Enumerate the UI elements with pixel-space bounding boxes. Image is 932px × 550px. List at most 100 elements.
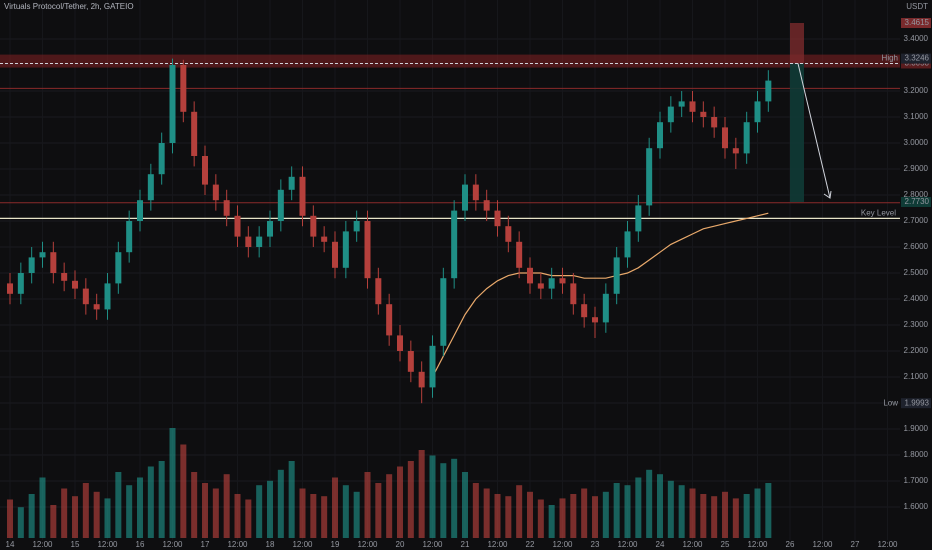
x-tick-label: 12:00 xyxy=(487,540,508,549)
candle-body xyxy=(158,143,165,175)
volume-bar xyxy=(732,498,739,538)
x-tick-label: 12:00 xyxy=(747,540,768,549)
candle-body xyxy=(202,156,208,185)
candle-body xyxy=(527,267,533,284)
resistance-zone xyxy=(0,54,900,68)
target-tag-label: 2.7730 xyxy=(905,197,930,206)
volume-bar xyxy=(245,499,252,538)
volume-bar xyxy=(483,488,490,538)
x-tick-label: 12:00 xyxy=(422,540,443,549)
candle-body xyxy=(646,148,653,206)
candle-body xyxy=(39,252,46,258)
x-tick-label: 12:00 xyxy=(357,540,378,549)
volume-bar xyxy=(223,474,230,538)
x-tick-label: 16 xyxy=(136,540,145,549)
volume-bar xyxy=(537,499,544,538)
volume-bar xyxy=(332,477,338,538)
volume-bar xyxy=(570,494,577,538)
candle-body xyxy=(570,283,577,305)
y-tick-label: 1.7000 xyxy=(904,476,929,485)
volume-bar xyxy=(646,469,653,538)
candle-body xyxy=(115,252,122,284)
volume-bar xyxy=(191,472,198,538)
volume-bar xyxy=(581,488,588,538)
volume-bar xyxy=(93,491,100,538)
candle-body xyxy=(17,273,24,294)
volume-bar xyxy=(397,466,403,538)
candle-body xyxy=(245,236,252,247)
volume-bar xyxy=(592,496,598,538)
volume-bar xyxy=(505,496,512,538)
volume-bar xyxy=(743,494,750,538)
volume-bar xyxy=(407,461,414,538)
volume-bar xyxy=(256,485,263,538)
candle-body xyxy=(223,200,230,216)
high-tag-label: 3.3246 xyxy=(905,54,930,63)
candle-body xyxy=(765,80,772,102)
volume-bar xyxy=(451,458,458,538)
candle-body xyxy=(364,221,371,279)
candle-body xyxy=(700,111,707,117)
volume-bar xyxy=(39,477,46,538)
volume-bar xyxy=(418,450,425,538)
x-tick-label: 19 xyxy=(331,540,340,549)
volume-bar xyxy=(472,483,479,538)
candle-body xyxy=(61,273,68,281)
volume-bar xyxy=(494,494,501,538)
stop-tag xyxy=(901,18,931,29)
y-tick-label: 1.6000 xyxy=(904,502,929,511)
candle-body xyxy=(754,101,761,123)
candle-body xyxy=(429,345,436,388)
x-tick-label: 15 xyxy=(71,540,80,549)
candle-body xyxy=(548,278,555,289)
high-marker-label: High xyxy=(882,54,898,63)
x-tick-label: 27 xyxy=(851,540,860,549)
y-tick-label: 2.1000 xyxy=(904,372,929,381)
candle-body xyxy=(267,221,273,237)
candle-body xyxy=(581,304,588,318)
candle-body xyxy=(494,210,501,227)
candle-body xyxy=(418,371,425,388)
candle-body xyxy=(678,101,685,107)
candle-body xyxy=(72,280,78,289)
candle-body xyxy=(451,210,458,279)
candle-body xyxy=(407,351,414,372)
candle-body xyxy=(212,184,219,201)
candle-body xyxy=(667,106,674,123)
volume-bar xyxy=(299,488,306,538)
volume-bar xyxy=(462,472,468,538)
candle-body xyxy=(234,215,241,237)
volume-bar xyxy=(321,496,328,538)
candle-body xyxy=(505,226,512,242)
volume-bar xyxy=(158,461,165,538)
candle-body xyxy=(472,184,479,201)
candle-body xyxy=(624,231,631,258)
volume-bar xyxy=(678,485,685,538)
y-tick-label: 2.7000 xyxy=(904,216,929,225)
candle-body xyxy=(516,241,523,268)
y-tick-label: 2.2000 xyxy=(904,346,929,355)
x-tick-label: 25 xyxy=(721,540,730,549)
volume-bar xyxy=(667,480,674,538)
volume-bar xyxy=(310,494,317,538)
candle-body xyxy=(310,215,317,237)
candle-body xyxy=(50,252,57,273)
volume-bar xyxy=(267,480,273,538)
x-tick-label: 12:00 xyxy=(552,540,573,549)
volume-bar xyxy=(137,477,143,538)
candle-body xyxy=(147,174,154,201)
volume-bar xyxy=(147,466,154,538)
volume-bar xyxy=(754,488,761,538)
candle-body xyxy=(332,241,338,268)
chart-title: Virtuals Protocol/Tether, 2h, GATEIO xyxy=(4,2,134,11)
candle-body xyxy=(180,65,187,112)
candle-body xyxy=(397,335,403,351)
low-tag-label: 1.9993 xyxy=(905,398,930,407)
candle-body xyxy=(602,293,609,323)
volume-bar xyxy=(657,474,663,538)
candle-body xyxy=(386,304,393,336)
volume-bar xyxy=(288,461,295,538)
volume-bar xyxy=(765,483,772,538)
